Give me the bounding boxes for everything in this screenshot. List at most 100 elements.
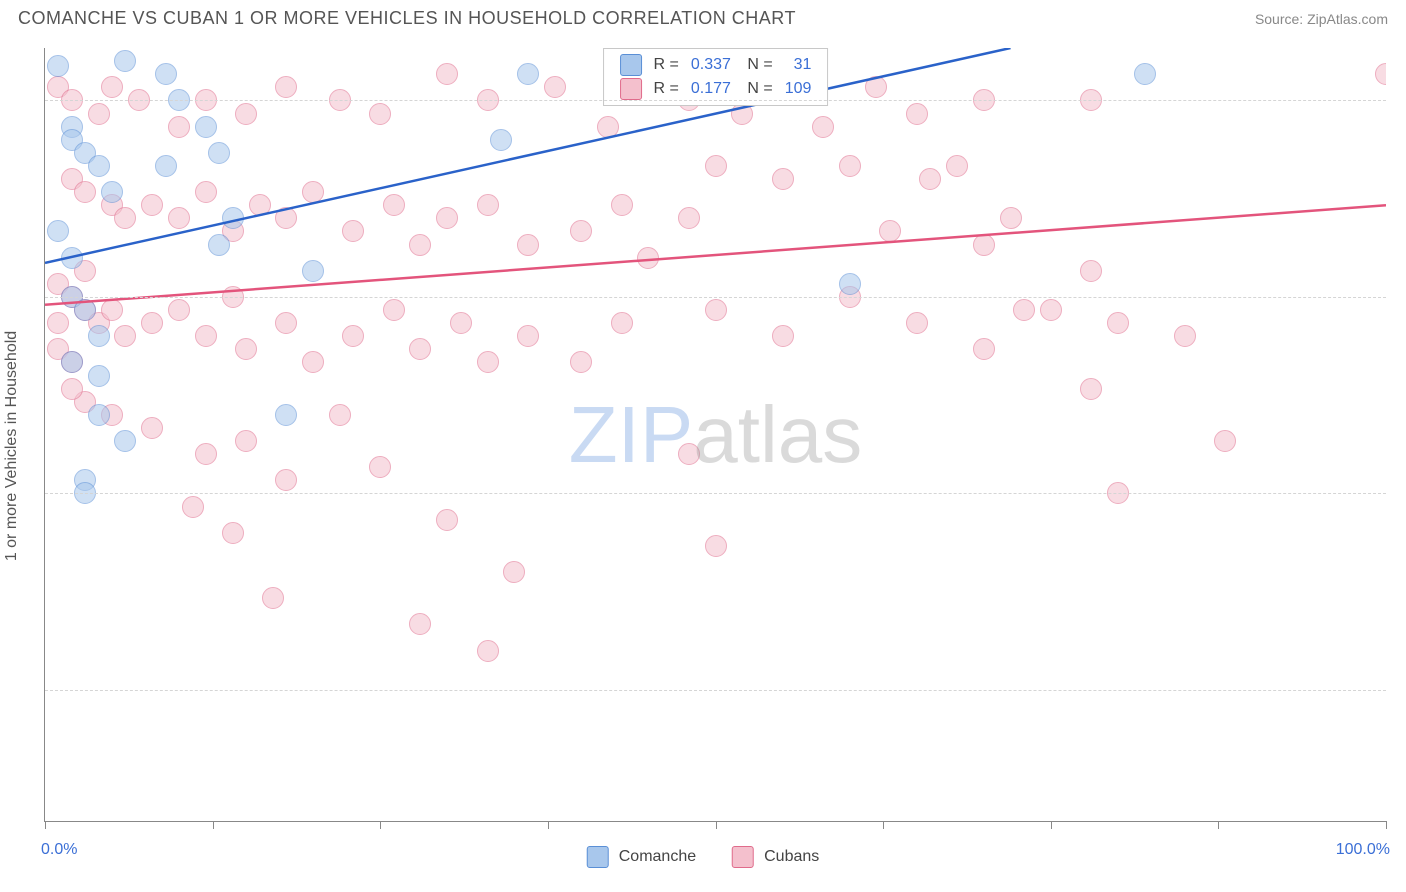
scatter-point xyxy=(275,76,297,98)
scatter-point xyxy=(409,613,431,635)
scatter-point xyxy=(570,351,592,373)
scatter-point xyxy=(329,404,351,426)
gridline-h xyxy=(45,100,1386,101)
scatter-point xyxy=(61,378,83,400)
scatter-point xyxy=(517,325,539,347)
scatter-point xyxy=(1000,207,1022,229)
scatter-point xyxy=(342,220,364,242)
y-axis-title: 1 or more Vehicles in Household xyxy=(3,331,21,561)
scatter-point xyxy=(302,181,324,203)
scatter-point xyxy=(973,338,995,360)
scatter-point xyxy=(544,76,566,98)
scatter-point xyxy=(168,299,190,321)
scatter-point xyxy=(812,116,834,138)
scatter-point xyxy=(517,63,539,85)
correlation-legend-box: R =0.337 N =31 R =0.177 N =109 xyxy=(603,48,829,106)
scatter-point xyxy=(490,129,512,151)
x-tick xyxy=(883,821,884,829)
x-tick xyxy=(45,821,46,829)
scatter-point xyxy=(47,55,69,77)
scatter-point xyxy=(47,220,69,242)
scatter-point xyxy=(611,312,633,334)
legend-label-0: Comanche xyxy=(619,848,696,866)
scatter-point xyxy=(409,234,431,256)
scatter-point xyxy=(88,103,110,125)
scatter-point xyxy=(235,338,257,360)
scatter-point xyxy=(222,207,244,229)
y-tick-label: 92.5% xyxy=(1394,288,1406,306)
scatter-point xyxy=(409,338,431,360)
scatter-point xyxy=(182,496,204,518)
scatter-point xyxy=(61,351,83,373)
legend-n-1: 109 xyxy=(779,77,818,101)
trend-line xyxy=(45,205,1386,305)
scatter-point xyxy=(342,325,364,347)
scatter-point xyxy=(114,50,136,72)
scatter-point xyxy=(477,351,499,373)
x-tick xyxy=(1386,821,1387,829)
x-tick xyxy=(1218,821,1219,829)
scatter-point xyxy=(114,207,136,229)
legend-swatch-0 xyxy=(620,54,642,76)
scatter-point xyxy=(141,194,163,216)
scatter-point xyxy=(597,116,619,138)
scatter-point xyxy=(946,155,968,177)
scatter-point xyxy=(74,181,96,203)
gridline-h xyxy=(45,297,1386,298)
scatter-point xyxy=(906,103,928,125)
scatter-point xyxy=(101,76,123,98)
scatter-point xyxy=(436,63,458,85)
scatter-point xyxy=(114,325,136,347)
x-tick xyxy=(1051,821,1052,829)
scatter-point xyxy=(195,116,217,138)
x-tick xyxy=(716,821,717,829)
legend-row-1: R =0.177 N =109 xyxy=(614,77,818,101)
scatter-point xyxy=(302,351,324,373)
scatter-point xyxy=(235,103,257,125)
legend-label-1: Cubans xyxy=(764,848,819,866)
scatter-point xyxy=(1013,299,1035,321)
scatter-point xyxy=(611,194,633,216)
scatter-point xyxy=(88,325,110,347)
scatter-point xyxy=(678,207,700,229)
scatter-point xyxy=(477,640,499,662)
scatter-point xyxy=(155,155,177,177)
scatter-point xyxy=(503,561,525,583)
source-attribution: Source: ZipAtlas.com xyxy=(1255,11,1388,27)
scatter-point xyxy=(222,522,244,544)
legend-r-1: 0.177 xyxy=(685,77,737,101)
scatter-point xyxy=(517,234,539,256)
scatter-point xyxy=(839,273,861,295)
legend-row-0: R =0.337 N =31 xyxy=(614,53,818,77)
y-tick-label: 77.5% xyxy=(1394,681,1406,699)
scatter-point xyxy=(637,247,659,269)
scatter-point xyxy=(919,168,941,190)
scatter-point xyxy=(879,220,901,242)
scatter-point xyxy=(195,325,217,347)
x-tick xyxy=(213,821,214,829)
scatter-point xyxy=(705,155,727,177)
scatter-point xyxy=(275,404,297,426)
x-axis-max-label: 100.0% xyxy=(1336,841,1390,859)
scatter-point xyxy=(1080,260,1102,282)
scatter-point xyxy=(477,194,499,216)
scatter-point xyxy=(155,63,177,85)
scatter-point xyxy=(678,443,700,465)
scatter-point xyxy=(772,325,794,347)
scatter-point xyxy=(383,194,405,216)
scatter-point xyxy=(74,299,96,321)
x-axis-min-label: 0.0% xyxy=(41,841,77,859)
scatter-point xyxy=(114,430,136,452)
x-tick xyxy=(380,821,381,829)
scatter-point xyxy=(839,155,861,177)
legend-item-1: Cubans xyxy=(732,846,819,868)
scatter-point xyxy=(208,234,230,256)
scatter-point xyxy=(302,260,324,282)
scatter-point xyxy=(141,417,163,439)
scatter-point xyxy=(865,76,887,98)
y-tick-label: 85.0% xyxy=(1394,484,1406,502)
legend-n-0: 31 xyxy=(779,53,818,77)
scatter-point xyxy=(705,535,727,557)
legend-r-0: 0.337 xyxy=(685,53,737,77)
scatter-point xyxy=(249,194,271,216)
